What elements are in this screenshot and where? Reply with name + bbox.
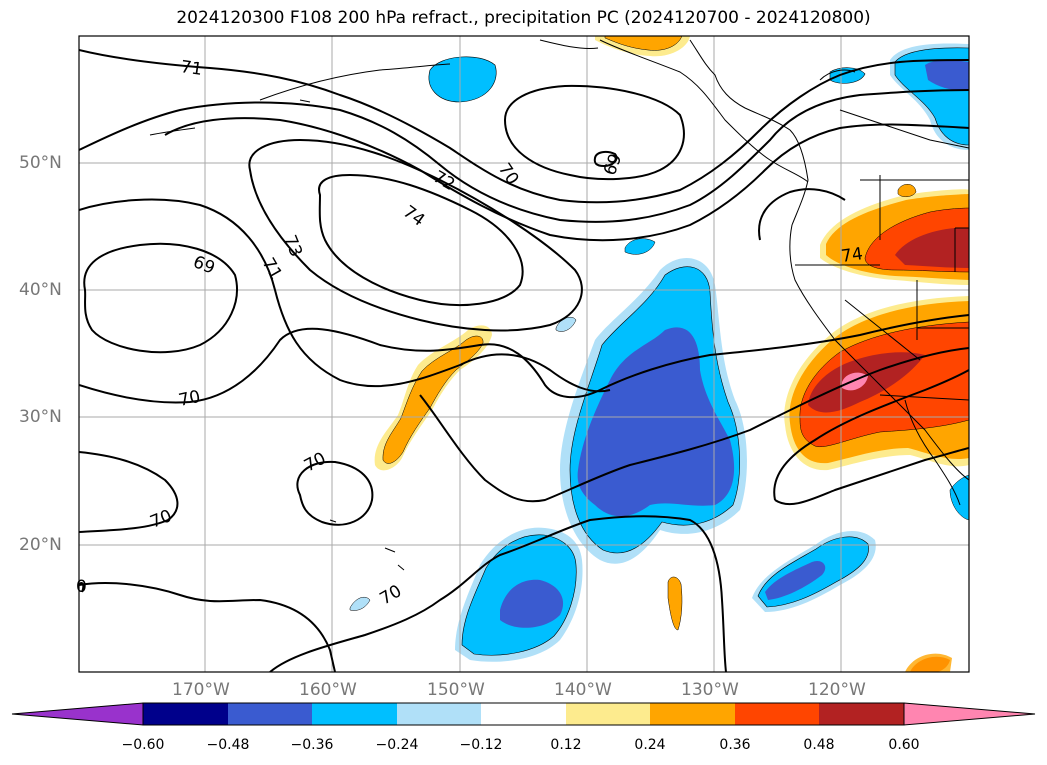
colorbar-tick: 0.24 xyxy=(634,737,666,753)
colorbar-bin xyxy=(143,703,228,725)
colorbar-tick: 0.36 xyxy=(719,737,751,753)
contour-label: 70 xyxy=(494,160,523,189)
contour-label: 70 xyxy=(301,449,329,477)
lon-label: 130°W xyxy=(681,680,739,700)
colorbar-bin xyxy=(481,703,566,725)
colorbar-tick: −0.48 xyxy=(206,737,250,753)
contour-70-central xyxy=(419,347,969,503)
contour-70-southwest xyxy=(79,451,179,533)
colorbar-bin xyxy=(650,703,735,725)
lon-label: 120°W xyxy=(808,680,866,700)
colorbar-tick: −0.60 xyxy=(121,737,165,753)
contour-70-lower xyxy=(79,314,969,404)
precip-pos-streak xyxy=(667,576,683,631)
precip-pos-alaska-inner xyxy=(604,36,683,51)
precip-pos-band-inner xyxy=(382,335,484,464)
lat-label: 50°N xyxy=(19,153,62,173)
map-border xyxy=(78,35,970,673)
contour-label: 70 xyxy=(147,506,175,533)
contour-74-east xyxy=(773,369,969,501)
precip-blob-south-inner xyxy=(500,579,564,628)
precip-speck-1 xyxy=(624,238,656,255)
contour-69-small xyxy=(593,150,618,168)
contour-label: 74 xyxy=(840,244,864,267)
map-title: 2024120300 F108 200 hPa refract., precip… xyxy=(176,8,871,28)
colorbar-bin xyxy=(312,703,397,725)
contour-label: 74 xyxy=(399,202,428,231)
colorbar-tick: −0.24 xyxy=(375,737,419,753)
contour-70-west xyxy=(79,198,611,393)
contour-label: 73 xyxy=(279,232,306,260)
colorbar-extend-left xyxy=(11,702,144,726)
lon-label: 160°W xyxy=(299,680,357,700)
contour-72-north xyxy=(79,89,969,223)
coastlines xyxy=(149,39,969,571)
lat-label: 20°N xyxy=(19,535,62,555)
lon-label: 170°W xyxy=(172,680,230,700)
colorbar-tick: −0.36 xyxy=(290,737,334,753)
contour-74-coast xyxy=(758,188,846,241)
colorbar-extend-right xyxy=(903,702,1036,726)
contour-label: 69 xyxy=(598,150,624,177)
colorbar-bin xyxy=(735,703,819,725)
precip-pos-corner-o xyxy=(905,653,952,672)
contour-70-south xyxy=(79,582,336,672)
contour-west-edge xyxy=(79,582,85,593)
contour-74-north xyxy=(164,117,969,242)
contour-label: 71 xyxy=(258,255,286,284)
contour-71-loop xyxy=(248,138,583,332)
colorbar-tick: 0.48 xyxy=(803,737,835,753)
lat-label: 30°N xyxy=(19,407,62,427)
precip-speck-4 xyxy=(949,474,969,521)
precip-speck-2 xyxy=(555,317,577,332)
precipitation-shading xyxy=(349,36,969,672)
colorbar-tick: 0.12 xyxy=(550,737,582,753)
precip-blob-ne-inner xyxy=(925,60,969,91)
colorbar-tick: −0.12 xyxy=(459,737,503,753)
contour-73-inner xyxy=(318,173,524,306)
colorbar-tick: 0.60 xyxy=(888,737,920,753)
lat-label: 40°N xyxy=(19,280,62,300)
precip-speck-3 xyxy=(349,597,371,611)
precip-pos-sw-dark xyxy=(808,352,925,413)
lon-label: 150°W xyxy=(427,680,485,700)
precip-pos-nw-dark xyxy=(895,228,969,268)
contour-69-west xyxy=(83,242,238,354)
contour-label: 70 xyxy=(377,581,406,609)
precip-blob-east-inner xyxy=(765,560,826,600)
contour-72-east xyxy=(774,447,969,506)
precip-pos-small-n xyxy=(897,184,917,197)
precip-blob-gulf xyxy=(428,56,497,103)
colorbar-bin xyxy=(228,703,312,725)
contour-label: 71 xyxy=(179,57,203,80)
contour-70-upper xyxy=(503,84,685,181)
colorbar xyxy=(11,702,1036,726)
contour-label: 0 xyxy=(76,577,87,597)
colorbar-bin xyxy=(397,703,481,725)
contour-71-north xyxy=(79,49,969,204)
refractivity-contours xyxy=(79,49,969,672)
contour-70-southeast xyxy=(269,515,727,672)
contour-70-hawaii xyxy=(296,460,374,526)
colorbar-bin xyxy=(819,703,904,725)
contour-label: 70 xyxy=(177,387,202,411)
colorbar-bin xyxy=(566,703,650,725)
lon-label: 140°W xyxy=(554,680,612,700)
